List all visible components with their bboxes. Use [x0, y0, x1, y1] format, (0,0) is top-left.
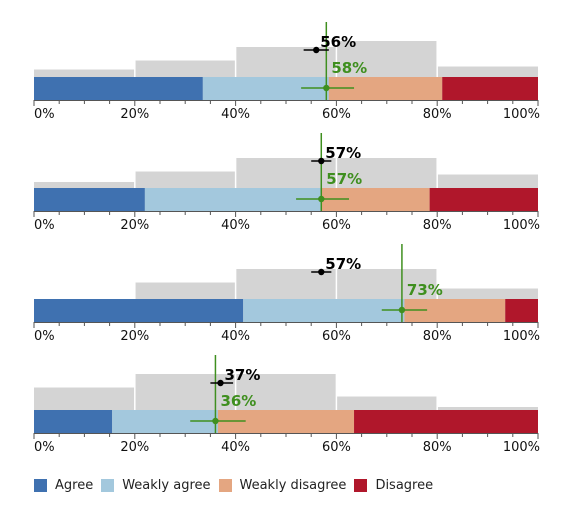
bar-segment-agree	[34, 299, 244, 322]
bar-segment-weakly-agree	[144, 188, 322, 211]
black-estimate-point	[318, 268, 325, 276]
green-estimate-point	[212, 417, 219, 425]
x-tick-label: 20%	[120, 329, 149, 344]
green-estimate-point	[323, 84, 330, 92]
black-estimate-label: 56%	[320, 33, 356, 51]
x-tick-label: 60%	[322, 218, 351, 233]
x-tick-label: 100%	[503, 107, 540, 122]
x-tick-label: 0%	[34, 440, 55, 455]
legend-item-agree: Agree	[34, 478, 93, 493]
bar-segment-weakly-disagree	[404, 299, 506, 322]
x-tick-label: 60%	[322, 107, 351, 122]
x-tick-label: 40%	[221, 440, 250, 455]
green-estimate-point	[398, 306, 406, 314]
legend-item-disagree: Disagree	[354, 478, 433, 493]
legend-item-weakly-disagree: Weakly disagree	[218, 478, 347, 493]
x-tick-label: 100%	[503, 218, 540, 233]
likert-chart: 0% 20% 40% 60% 80% 100% 56% 58% 0% 20% 40% 60% 80% 10…	[33, 17, 540, 455]
black-estimate-label: 37%	[224, 366, 260, 384]
x-tick-label: 0%	[34, 329, 55, 344]
x-tick-label: 60%	[322, 440, 351, 455]
bar-segment-disagree	[442, 77, 538, 100]
x-tick-label: 20%	[120, 218, 149, 233]
x-tick-label: 80%	[423, 329, 452, 344]
panel-2: 0% 20% 40% 60% 80% 100% 57% 57%	[33, 128, 540, 233]
legend-label-weakly-disagree: Weakly disagree	[239, 478, 347, 493]
black-estimate-label: 57%	[325, 144, 361, 162]
x-tick-label: 0%	[34, 218, 55, 233]
bar-segment-weakly-agree	[112, 410, 218, 433]
legend-swatch-agree	[34, 479, 47, 492]
x-tick-label: 40%	[221, 329, 250, 344]
x-tick-label: 60%	[322, 329, 351, 344]
x-tick-label: 100%	[503, 329, 540, 344]
black-estimate-point	[313, 46, 320, 54]
x-tick-label: 40%	[221, 218, 250, 233]
bar-segment-weakly-agree	[202, 77, 329, 100]
green-estimate-label: 57%	[326, 170, 362, 188]
panel-1: 0% 20% 40% 60% 80% 100% 56% 58%	[33, 17, 540, 122]
bar-segment-agree	[34, 77, 203, 100]
green-estimate-label: 58%	[331, 59, 367, 77]
legend-label-weakly-agree: Weakly agree	[122, 478, 211, 493]
x-tick-label: 80%	[423, 218, 452, 233]
legend-item-weakly-agree: Weakly agree	[101, 478, 211, 493]
bar-segment-weakly-disagree	[328, 77, 443, 100]
x-tick-label: 80%	[423, 440, 452, 455]
x-tick-label: 100%	[503, 440, 540, 455]
legend-swatch-weakly-agree	[101, 479, 115, 492]
legend-swatch-weakly-disagree	[218, 479, 232, 492]
panel-4: 0% 20% 40% 60% 80% 100% 37% 36%	[33, 350, 540, 455]
green-estimate-point	[318, 195, 325, 203]
bar-segment-disagree	[354, 410, 538, 433]
panel-3: 0% 20% 40% 60% 80% 100% 57% 73%	[33, 239, 540, 344]
bar-segment-disagree	[505, 299, 538, 322]
black-estimate-label: 57%	[325, 255, 361, 273]
legend: Agree Weakly agree Weakly disagree Disag…	[34, 478, 441, 493]
x-tick-label: 40%	[221, 107, 250, 122]
legend-label-disagree: Disagree	[375, 478, 434, 493]
x-tick-label: 20%	[120, 107, 149, 122]
x-tick-label: 20%	[120, 440, 149, 455]
legend-label-agree: Agree	[55, 478, 94, 493]
bar-segment-weakly-agree	[243, 299, 405, 322]
black-estimate-point	[217, 379, 224, 387]
green-estimate-label: 36%	[220, 392, 256, 410]
bar-segment-agree	[34, 188, 145, 211]
black-estimate-point	[318, 157, 325, 165]
bar-segment-weakly-disagree	[321, 188, 430, 211]
bar-segment-weakly-disagree	[217, 410, 355, 433]
bar-segment-disagree	[429, 188, 538, 211]
legend-swatch-disagree	[354, 479, 368, 492]
x-tick-label: 0%	[34, 107, 55, 122]
bar-segment-agree	[34, 410, 113, 433]
x-tick-label: 80%	[423, 107, 452, 122]
green-estimate-label: 73%	[407, 281, 443, 299]
